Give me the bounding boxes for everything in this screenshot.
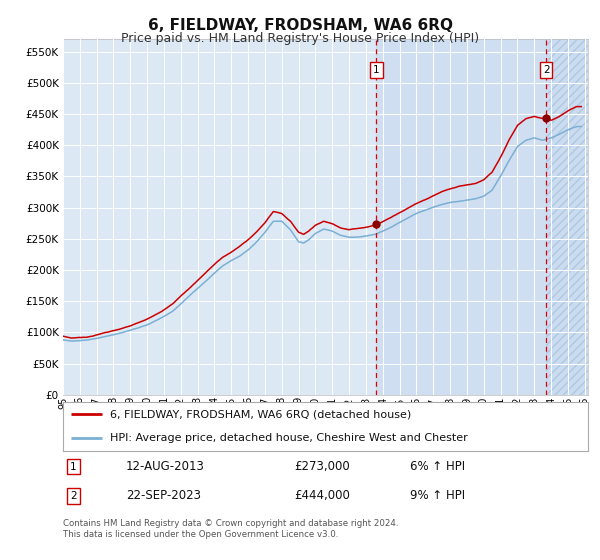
Bar <box>376 39 593 395</box>
Text: 22-SEP-2023: 22-SEP-2023 <box>126 489 201 502</box>
Text: HPI: Average price, detached house, Cheshire West and Chester: HPI: Average price, detached house, Ches… <box>110 433 468 443</box>
Text: 6, FIELDWAY, FRODSHAM, WA6 6RQ (detached house): 6, FIELDWAY, FRODSHAM, WA6 6RQ (detached… <box>110 409 412 419</box>
Bar <box>546 39 593 395</box>
Text: 2: 2 <box>70 491 77 501</box>
Bar <box>546 39 593 395</box>
Text: 6, FIELDWAY, FRODSHAM, WA6 6RQ: 6, FIELDWAY, FRODSHAM, WA6 6RQ <box>148 18 452 34</box>
Text: 1: 1 <box>70 461 77 472</box>
Text: £273,000: £273,000 <box>294 460 350 473</box>
Text: 12-AUG-2013: 12-AUG-2013 <box>126 460 205 473</box>
Text: Contains HM Land Registry data © Crown copyright and database right 2024.
This d: Contains HM Land Registry data © Crown c… <box>63 519 398 539</box>
Text: £444,000: £444,000 <box>294 489 350 502</box>
Text: 6% ↑ HPI: 6% ↑ HPI <box>409 460 464 473</box>
Text: Price paid vs. HM Land Registry's House Price Index (HPI): Price paid vs. HM Land Registry's House … <box>121 32 479 45</box>
Text: 9% ↑ HPI: 9% ↑ HPI <box>409 489 464 502</box>
Text: 2: 2 <box>543 66 550 76</box>
Text: 1: 1 <box>373 66 380 76</box>
